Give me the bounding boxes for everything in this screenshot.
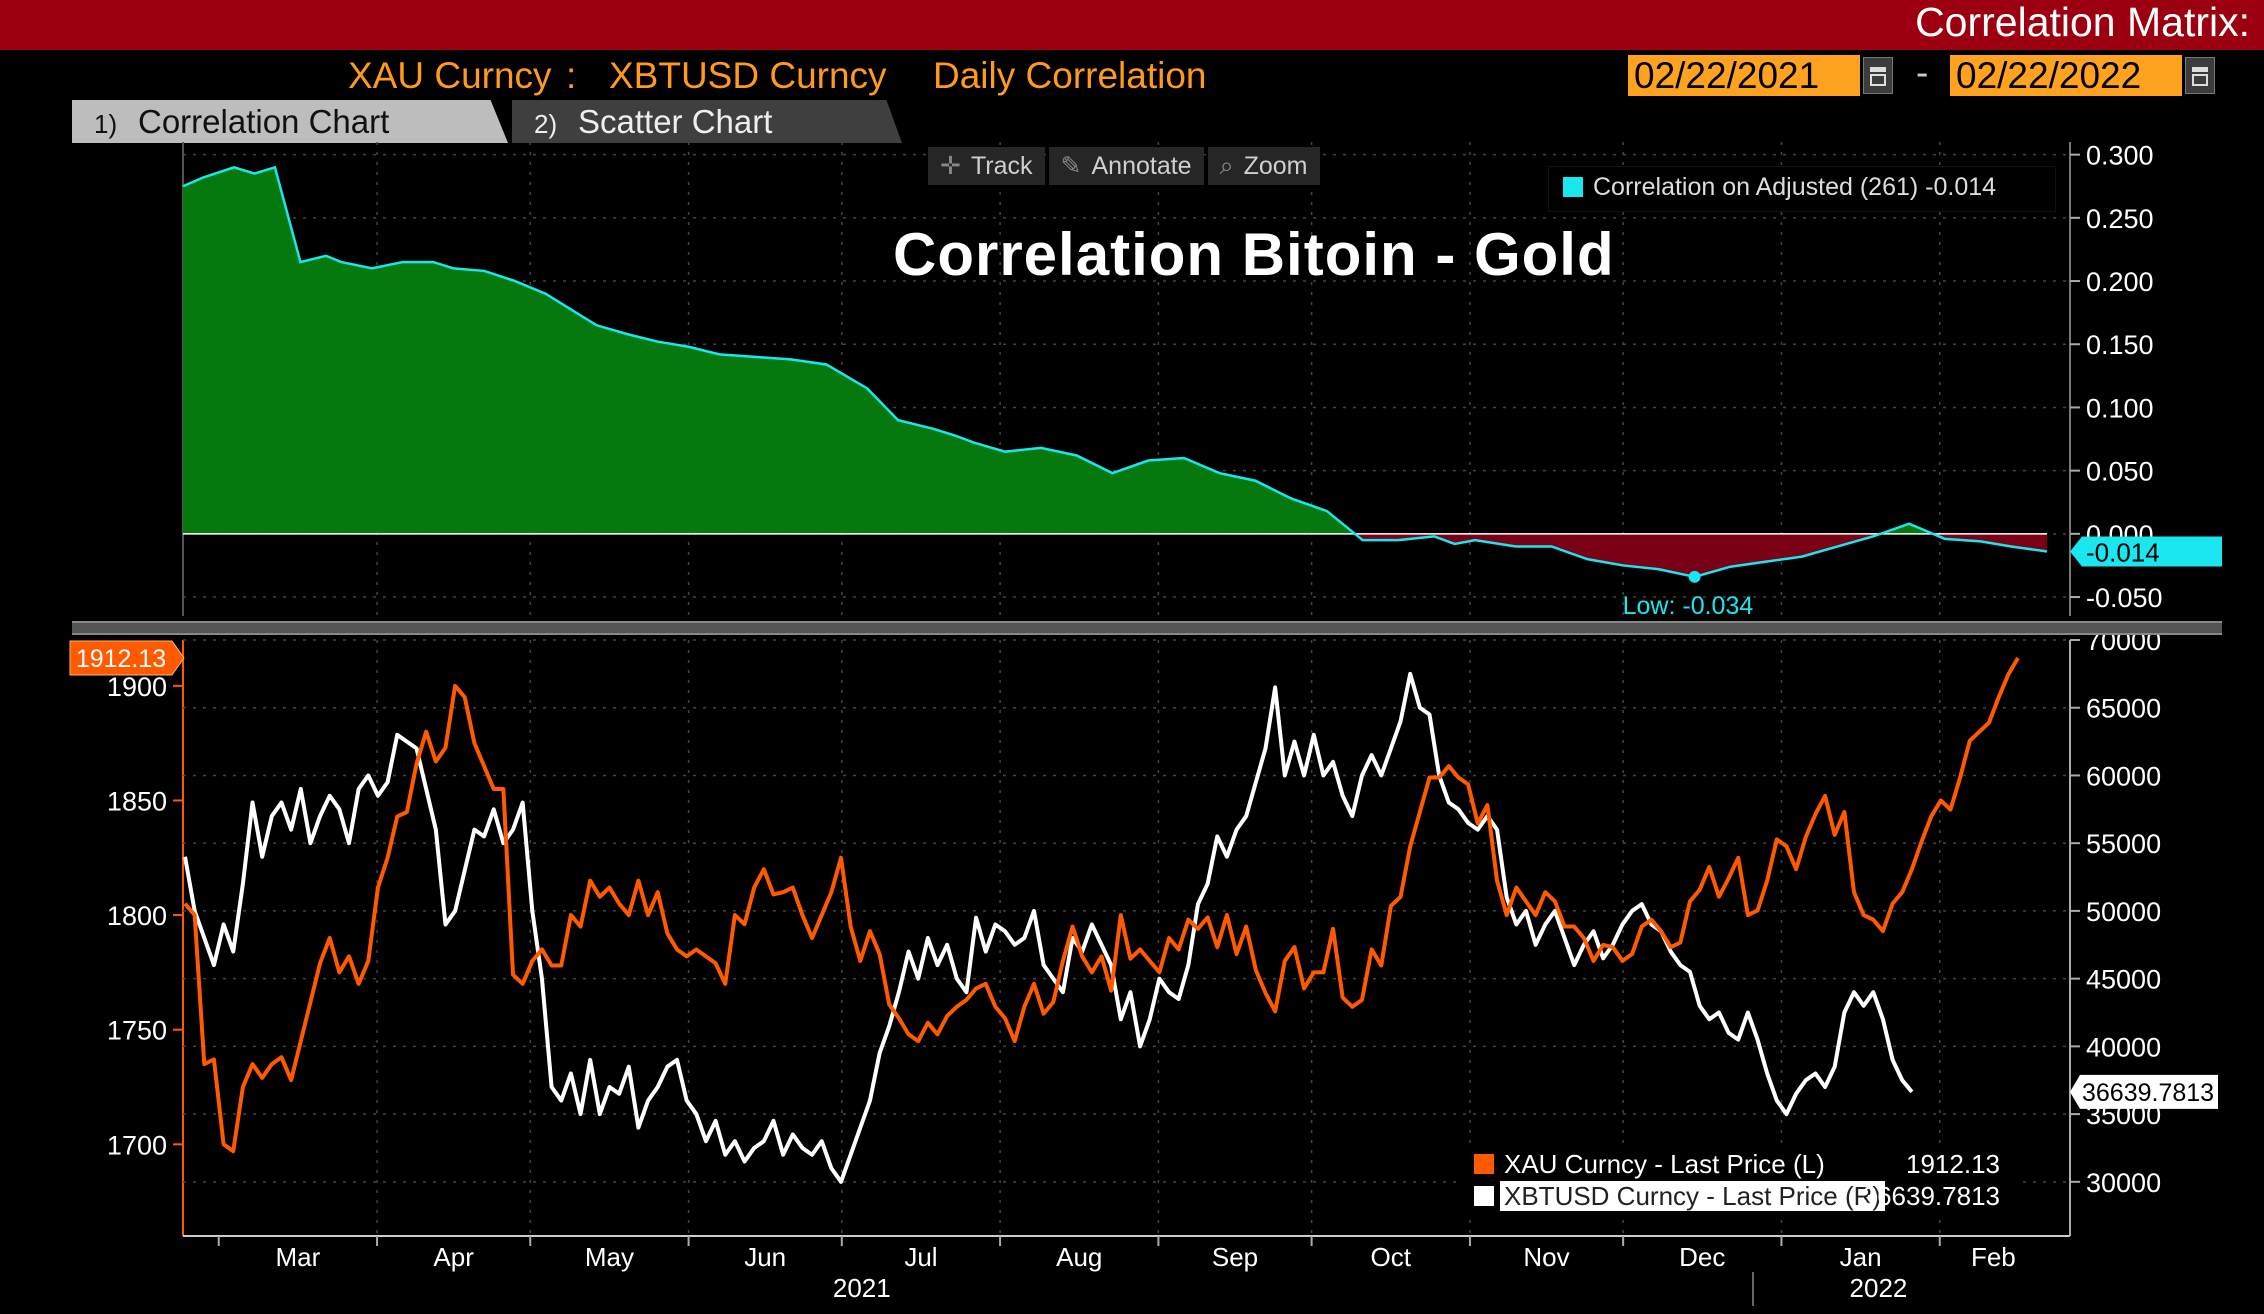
x-tick-label: Feb (1971, 1242, 2016, 1272)
left-tick-label: 1800 (107, 901, 167, 931)
legend-swatch (1474, 1154, 1494, 1174)
year-divider (1752, 1272, 1754, 1306)
low-label: Low: -0.034 (1623, 592, 1754, 620)
btc-last-value-tag (2070, 1074, 2218, 1109)
price-legend: XAU Curncy - Last Price (L) 1912.13 XBTU… (1462, 1143, 2016, 1215)
right-tick-label: 40000 (2086, 1032, 2161, 1062)
correlation-type-label[interactable]: Daily Correlation (933, 55, 1207, 96)
security1-label[interactable]: XAU Curncy (348, 55, 552, 96)
chart-toolbar: ✛ Track ✎ Annotate ⌕ Zoom (928, 147, 1320, 185)
left-tick-label: 1850 (107, 786, 167, 816)
last-value-tag (2070, 536, 2222, 567)
tab-correlation-chart[interactable]: 1) Correlation Chart (72, 100, 508, 143)
right-tick-label: 65000 (2086, 694, 2161, 724)
legend-value: 36639.7813 (1862, 1181, 2000, 1211)
chart-title: Correlation Bitoin - Gold (893, 221, 1615, 288)
zoom-label: Zoom (1243, 152, 1308, 180)
y-tick-label: 0.300 (2086, 141, 2154, 171)
magnifier-icon: ⌕ (1219, 152, 1234, 180)
date-range-separator: - (1916, 52, 1929, 93)
crosshair-icon: ✛ (940, 152, 961, 180)
header-bar: Correlation Matrix: (0, 0, 2264, 50)
negative-correlation-area (183, 533, 2047, 577)
gold-price-line (183, 657, 2020, 1154)
y-tick-label: 0.150 (2086, 330, 2154, 360)
correlation-chart: 0.3000.2500.2000.1500.1000.0500.000-0.05… (182, 141, 2222, 620)
legend-label: Correlation on Adjusted (261) -0.014 (1593, 173, 1997, 201)
positive-correlation-area (183, 167, 2047, 534)
correlation-legend[interactable]: Correlation on Adjusted (261) -0.014 (1548, 166, 2056, 212)
x-tick-label: Nov (1523, 1242, 1569, 1272)
correlation-line (182, 165, 2048, 579)
legend-swatch (1563, 177, 1583, 197)
annotate-label: Annotate (1091, 152, 1192, 180)
tab-number: 1) (94, 109, 118, 139)
tab-label: Scatter Chart (578, 103, 773, 140)
track-label: Track (970, 152, 1033, 180)
x-tick-label: May (585, 1242, 634, 1272)
end-date-field[interactable]: 02/22/2022 (1950, 55, 2182, 96)
left-tick-label: 1700 (107, 1130, 167, 1160)
last-value-label: -0.014 (2086, 538, 2160, 568)
y-tick-label: 0.100 (2086, 393, 2154, 423)
legend-value: 1912.13 (1906, 1149, 2000, 1179)
year-label: 2021 (833, 1273, 891, 1303)
legend-label: XBTUSD Curncy - Last Price (R) (1500, 1181, 1886, 1211)
gold-last-value-label: 1912.13 (76, 645, 166, 673)
x-tick-label: Oct (1371, 1242, 1412, 1272)
tab-scatter-chart[interactable]: 2) Scatter Chart (512, 100, 902, 143)
y-tick-label: -0.050 (2086, 583, 2163, 613)
x-tick-label: Jul (904, 1242, 937, 1272)
y-tick-label: 0.050 (2086, 457, 2154, 487)
x-tick-label: Dec (1679, 1242, 1725, 1272)
security2-label[interactable]: XBTUSD Curncy (609, 55, 887, 96)
legend-item-btc[interactable]: XBTUSD Curncy - Last Price (R) 36639.781… (1474, 1181, 2014, 1211)
btc-price-line (183, 671, 1914, 1184)
right-tick-label: 55000 (2086, 829, 2161, 859)
x-tick-label: Apr (433, 1242, 474, 1272)
legend-swatch (1474, 1186, 1494, 1206)
zoom-button[interactable]: ⌕ Zoom (1207, 147, 1320, 185)
x-tick-label: Jan (1840, 1242, 1882, 1272)
x-tick-label: Aug (1056, 1242, 1102, 1272)
pencil-icon: ✎ (1060, 152, 1082, 180)
left-tick-label: 1900 (107, 672, 167, 702)
security-separator: : (566, 55, 577, 96)
x-tick-label: Mar (276, 1242, 321, 1272)
tab-label: Correlation Chart (138, 103, 390, 140)
right-tick-label: 60000 (2086, 761, 2161, 791)
track-button[interactable]: ✛ Track (928, 147, 1045, 185)
right-tick-label: 30000 (2086, 1168, 2161, 1198)
panel-splitter[interactable] (72, 621, 2222, 635)
price-chart: Mar Apr May Jun Jul Aug Sep Oct Nov Dec Jan Feb 2021… (69, 626, 2218, 1303)
right-tick-label: 50000 (2086, 897, 2161, 927)
legend-label: XAU Curncy - Last Price (L) (1500, 1149, 1829, 1179)
legend-item-gold[interactable]: XAU Curncy - Last Price (L) 1912.13 (1474, 1149, 2014, 1179)
low-point-marker (1688, 570, 1701, 583)
y-tick-label: 0.250 (2086, 204, 2154, 234)
y-tick-label: 0.200 (2086, 267, 2154, 297)
annotate-button[interactable]: ✎ Annotate (1048, 147, 1204, 185)
btc-last-value-label: 36639.7813 (2082, 1079, 2214, 1107)
gold-last-value-tag (69, 640, 185, 676)
calendar-icon[interactable] (2185, 57, 2215, 94)
tab-number: 2) (534, 109, 558, 139)
page-title: Correlation Matrix: (1915, 0, 2250, 45)
left-tick-label: 1750 (107, 1016, 167, 1046)
x-tick-label: Sep (1212, 1242, 1258, 1272)
year-label: 2022 (1850, 1273, 1908, 1303)
start-date-field[interactable]: 02/22/2021 (1628, 55, 1860, 96)
calendar-icon[interactable] (1863, 57, 1893, 94)
right-tick-label: 45000 (2086, 965, 2161, 995)
x-tick-label: Jun (744, 1242, 786, 1272)
